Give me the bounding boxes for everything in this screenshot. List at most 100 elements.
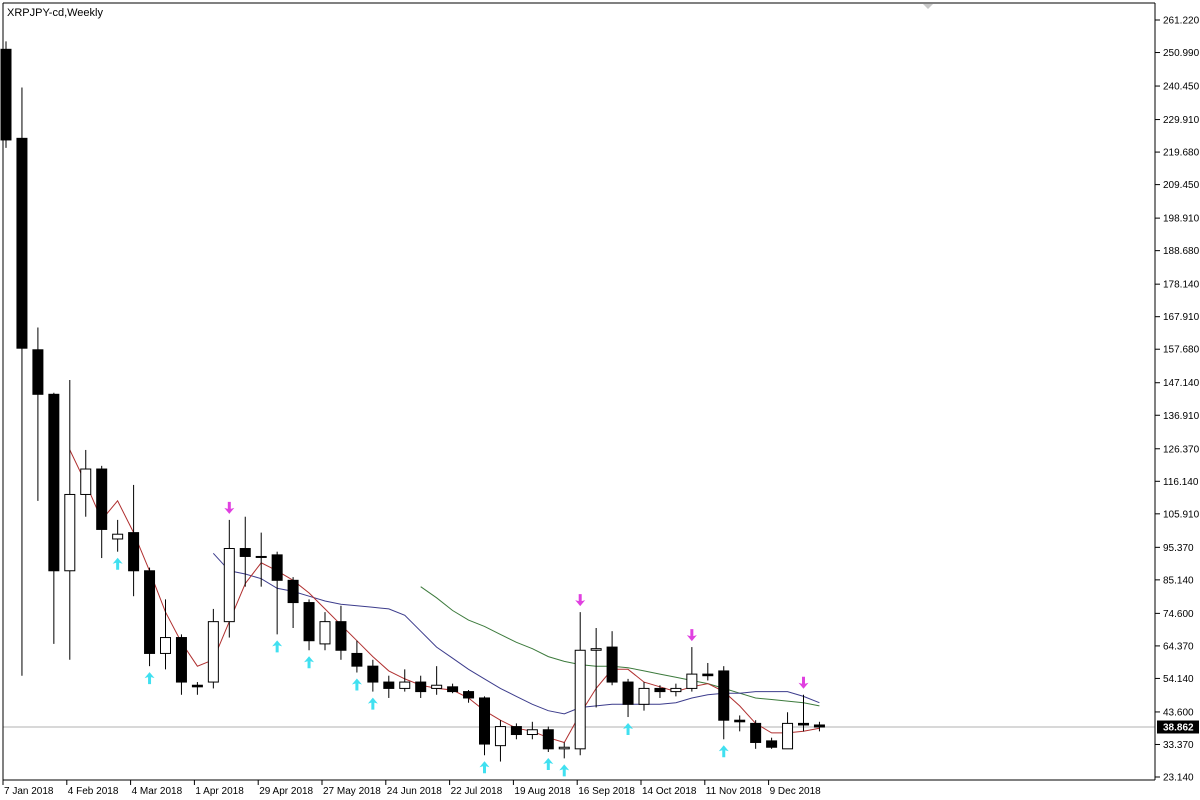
candle[interactable] <box>750 720 762 749</box>
candle[interactable] <box>96 465 108 559</box>
candle[interactable] <box>510 723 522 740</box>
candle[interactable] <box>335 605 347 660</box>
fractal-up-arrow-icon <box>224 501 235 514</box>
fractal-up-arrow-icon <box>686 629 697 642</box>
candle[interactable] <box>128 484 140 597</box>
candle-body-bull <box>112 533 124 540</box>
fractal-markers <box>112 501 809 777</box>
time-axis[interactable]: 7 Jan 2018 4 Feb 2018 4 Mar 2018 1 Apr 2018… <box>2 780 822 797</box>
candle[interactable] <box>287 577 299 629</box>
candle[interactable] <box>606 631 618 686</box>
candle[interactable] <box>702 662 714 681</box>
price-axis-label: 33.370 <box>1163 740 1194 751</box>
candle-body-bear <box>383 681 395 689</box>
candle[interactable] <box>399 669 411 692</box>
fractal-down-arrow-icon <box>543 758 554 771</box>
candle[interactable] <box>351 640 363 673</box>
price-axis-label: 136.910 <box>1163 411 1200 422</box>
candle[interactable] <box>112 519 124 552</box>
candle[interactable] <box>239 516 251 587</box>
price-axis[interactable]: 261.220 250.990 240.450 229.910 219.680 209.4… <box>1155 16 1200 784</box>
candle[interactable] <box>670 683 682 697</box>
candle[interactable] <box>32 327 44 501</box>
candle-body-bear <box>447 686 459 693</box>
candle-body-bear <box>144 570 156 654</box>
candle[interactable] <box>718 666 730 740</box>
candles[interactable] <box>0 41 825 762</box>
candle-body-bear <box>128 532 140 572</box>
candle[interactable] <box>223 519 235 638</box>
candle[interactable] <box>654 685 666 698</box>
candle[interactable] <box>734 715 746 732</box>
current-price-tag: 38.862 <box>1157 720 1199 734</box>
candle[interactable] <box>766 737 778 749</box>
fractal-up-arrow-icon <box>798 676 809 689</box>
price-axis-label: 229.910 <box>1163 115 1200 126</box>
candle[interactable] <box>191 682 203 695</box>
candle[interactable] <box>590 628 602 708</box>
candle[interactable] <box>271 551 283 635</box>
time-axis-label: 4 Feb 2018 <box>68 786 119 797</box>
candle[interactable] <box>431 666 443 695</box>
candle-body-bear <box>271 554 283 581</box>
candle[interactable] <box>0 41 12 148</box>
candle[interactable] <box>494 720 506 762</box>
candle[interactable] <box>526 721 538 740</box>
candle[interactable] <box>144 567 156 667</box>
candle[interactable] <box>782 712 794 750</box>
candle[interactable] <box>622 678 634 718</box>
candle-body-bull <box>590 648 602 651</box>
candle[interactable] <box>319 612 331 651</box>
time-axis-label: 24 Jun 2018 <box>387 786 442 797</box>
candle[interactable] <box>367 659 379 692</box>
candle-body-bear <box>463 691 475 699</box>
candle-body-bull <box>670 687 682 693</box>
price-axis-label: 188.680 <box>1163 246 1200 257</box>
candle[interactable] <box>686 647 698 692</box>
candle-body-bear <box>32 349 44 395</box>
candle[interactable] <box>80 449 92 517</box>
candle-body-bear <box>606 646 618 683</box>
candle-body-bear <box>654 687 666 693</box>
candle-body-bear <box>702 673 714 677</box>
fractal-down-arrow-icon <box>112 557 123 570</box>
candle[interactable] <box>798 694 809 732</box>
candle-body-bull <box>638 687 650 705</box>
candle[interactable] <box>574 612 586 756</box>
price-axis-label: 95.370 <box>1163 543 1194 554</box>
candle-body-bear <box>718 670 730 721</box>
candle[interactable] <box>303 599 315 651</box>
candle[interactable] <box>813 721 825 732</box>
candle-body-bull <box>160 637 171 654</box>
candle[interactable] <box>160 599 171 670</box>
time-axis-label: 9 Dec 2018 <box>770 786 822 797</box>
fractal-down-arrow-icon <box>559 764 570 777</box>
time-axis-label: 7 Jan 2018 <box>4 786 54 797</box>
time-axis-label: 19 Aug 2018 <box>514 786 571 797</box>
candle[interactable] <box>479 696 490 756</box>
candle-body-bull <box>782 722 794 750</box>
candle-body-bear <box>622 681 634 705</box>
price-axis-label: 74.600 <box>1163 609 1194 620</box>
candle-body-bear <box>0 48 12 141</box>
candle[interactable] <box>16 87 28 676</box>
candle[interactable] <box>207 608 219 689</box>
candle[interactable] <box>415 675 427 698</box>
candle-body-bear <box>335 621 347 651</box>
candle[interactable] <box>255 532 267 587</box>
candle[interactable] <box>463 690 475 703</box>
candle-body-bull <box>526 729 538 736</box>
candle[interactable] <box>383 675 395 698</box>
moving-average-slow <box>420 586 820 707</box>
candle[interactable] <box>558 742 570 759</box>
candle[interactable] <box>64 379 76 660</box>
scroll-marker-icon[interactable] <box>923 4 933 9</box>
candle[interactable] <box>638 682 650 711</box>
candle[interactable] <box>542 726 554 753</box>
candle[interactable] <box>175 634 187 695</box>
candle[interactable] <box>48 392 60 644</box>
fractal-down-arrow-icon <box>272 640 283 653</box>
candle-body-bull <box>431 684 443 689</box>
candle[interactable] <box>447 683 459 694</box>
